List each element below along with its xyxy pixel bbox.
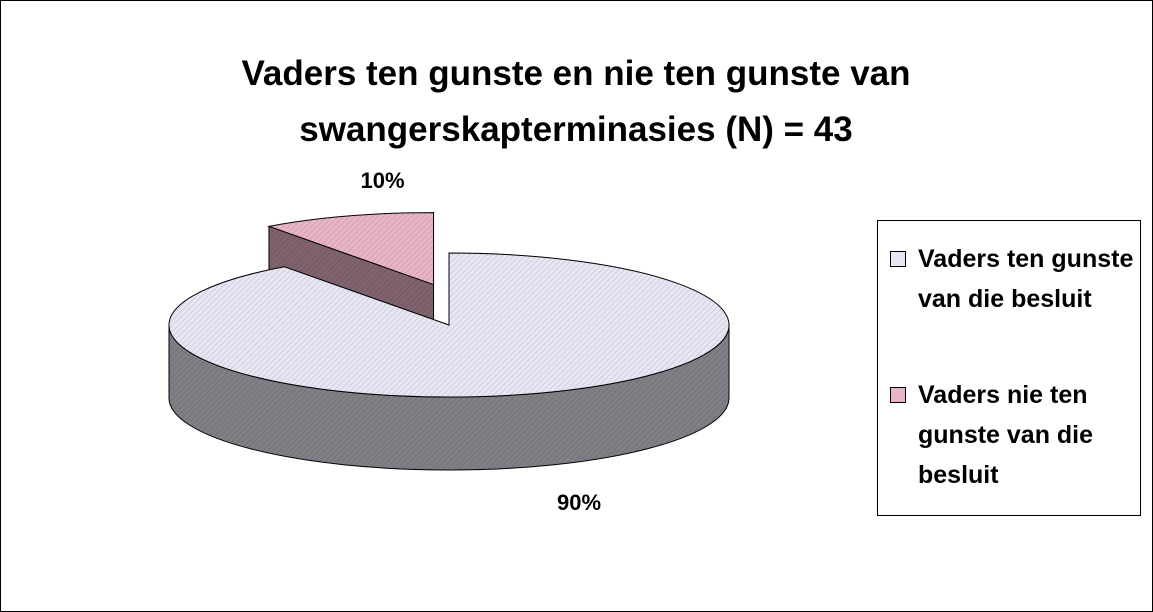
value-label: 10% — [361, 168, 405, 193]
legend-label: Vaders ten gunste van die besluit — [918, 245, 1134, 313]
legend: Vaders ten gunste van die besluit Vaders … — [877, 220, 1141, 516]
legend-label: Vaders nie ten gunste van die besluit — [918, 381, 1094, 489]
slice-top-texture — [168, 253, 729, 397]
slice-top-texture — [268, 212, 434, 285]
value-label: 90% — [557, 490, 601, 515]
legend-swatch — [890, 251, 906, 267]
legend-swatch — [890, 387, 906, 403]
chart-title: Vaders ten gunste en nie ten gunste van … — [241, 54, 911, 149]
